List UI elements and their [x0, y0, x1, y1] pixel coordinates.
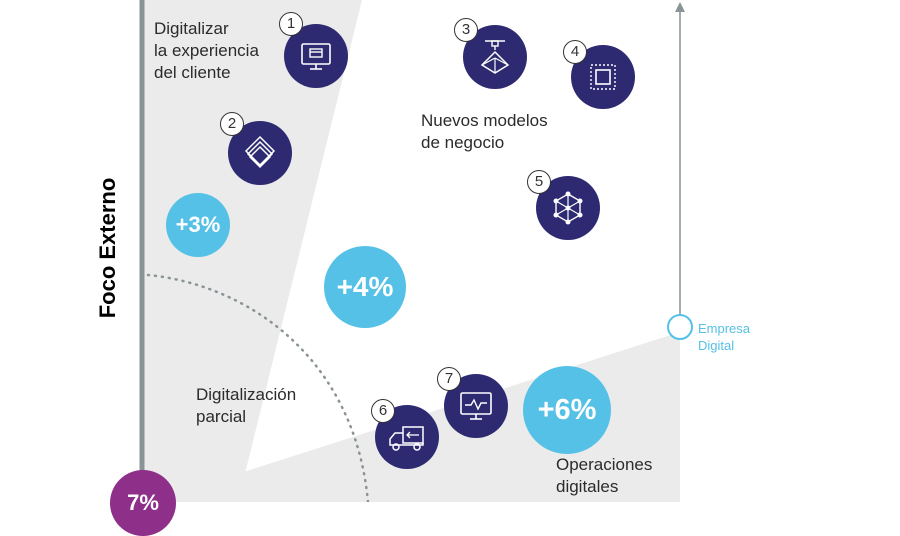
monitor-card-icon [301, 43, 331, 70]
percent-bubble-3: +3% [166, 193, 230, 257]
operations-label: Operaciones digitales [556, 455, 653, 496]
business-models-label: Nuevos modelos de negocio [421, 111, 548, 152]
empresa-digital-marker [667, 314, 693, 340]
frame-icon [590, 64, 616, 90]
digital-transformation-diagram: Foco Externo Digitalizar la experiencia … [95, 0, 751, 536]
marker-7-number: 7 [437, 367, 461, 391]
foco-externo-axis-label: Foco Externo [95, 177, 120, 319]
percent-bubble-4: +4% [324, 246, 406, 328]
marker-6-number: 6 [371, 399, 395, 423]
customer-zone-label: Digitalizar la experiencia del cliente [154, 19, 259, 82]
marker-2-number: 2 [220, 112, 244, 136]
3d-printer-icon [480, 40, 510, 74]
empresa-digital-label: Empresa Digital [698, 321, 751, 353]
customer-zone-wedge [142, 0, 362, 502]
marker-4-number: 4 [563, 40, 587, 64]
partial-digitalization-label: Digitalización parcial [196, 385, 297, 426]
arrow-head-icon [675, 2, 685, 12]
partial-digitalization-arc [146, 273, 370, 502]
delivery-truck-icon [389, 426, 424, 451]
network-cube-icon [553, 191, 583, 225]
percent-bubble-purple: 7% [110, 470, 176, 536]
marker-1-circle [284, 24, 348, 88]
marker-3-number: 3 [454, 18, 478, 42]
monitor-chart-icon [460, 392, 492, 420]
layers-icon [244, 135, 276, 169]
percent-bubble-6: +6% [523, 366, 611, 454]
marker-1-number: 1 [279, 12, 303, 36]
marker-5-number: 5 [527, 170, 551, 194]
